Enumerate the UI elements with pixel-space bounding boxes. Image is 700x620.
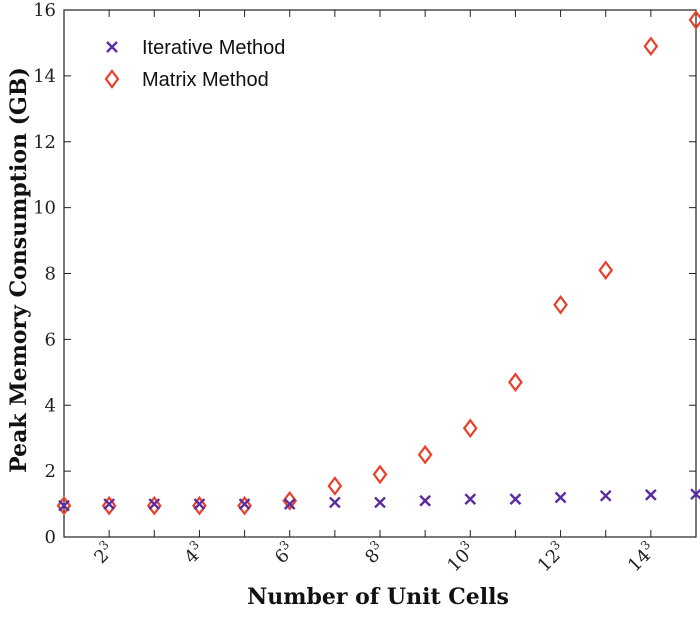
data-point [553, 294, 568, 315]
svg-text:23: 23 [88, 538, 118, 568]
data-point [598, 260, 614, 281]
y-tick-label: 10 [33, 198, 56, 219]
x-tick-label: 83 [359, 538, 389, 568]
legend: Iterative Method Matrix Method [104, 37, 285, 91]
x-tick-label: 43 [178, 538, 208, 568]
data-point [688, 10, 700, 30]
y-axis-title: Peak Memory Consumption (GB) [6, 67, 32, 473]
data-point [690, 488, 700, 501]
data-point [374, 496, 386, 509]
y-tick-label: 16 [33, 0, 56, 21]
data-point [509, 493, 522, 505]
svg-text:63: 63 [269, 538, 299, 568]
data-point [464, 493, 477, 505]
y-tick-label: 0 [45, 527, 56, 548]
x-tick-label: 23 [88, 538, 118, 568]
data-point [329, 496, 341, 509]
data-point [419, 494, 431, 507]
y-tick-label: 2 [45, 461, 56, 482]
y-tick-label: 4 [45, 395, 56, 416]
x-axis-title: Number of Unit Cells [247, 584, 509, 610]
x-tick-label: 123 [532, 538, 571, 577]
data-point [417, 444, 433, 465]
legend-marker [104, 69, 120, 89]
svg-text:103: 103 [441, 538, 480, 577]
x-tick-label: 63 [269, 538, 299, 568]
data-point [192, 495, 207, 516]
legend-label: Iterative Method [142, 37, 285, 59]
data-point [238, 498, 251, 510]
x-tick-label: 143 [622, 538, 661, 577]
y-tick-label: 14 [33, 66, 56, 87]
data-point [508, 372, 523, 393]
y-tick-label: 8 [45, 264, 56, 285]
svg-text:143: 143 [622, 538, 661, 577]
data-point [645, 488, 657, 501]
series-iterative [58, 488, 700, 512]
legend-marker [106, 41, 118, 53]
data-point [554, 491, 567, 504]
data-point [327, 476, 343, 496]
data-point [58, 499, 70, 512]
svg-text:123: 123 [532, 538, 571, 577]
svg-text:83: 83 [359, 538, 389, 568]
data-point [643, 36, 659, 57]
data-point [101, 495, 117, 516]
y-tick-label: 6 [45, 329, 56, 350]
data-point [599, 489, 612, 502]
x-tick-label: 103 [441, 538, 480, 577]
data-point [237, 495, 252, 516]
data-point [148, 498, 161, 510]
data-point [282, 490, 298, 511]
svg-text:43: 43 [178, 538, 208, 568]
legend-label: Matrix Method [142, 69, 269, 91]
data-point [146, 495, 162, 516]
data-point [283, 498, 296, 510]
y-tick-label: 12 [33, 132, 56, 153]
data-point [103, 498, 115, 510]
data-point [193, 498, 206, 510]
data-point [372, 464, 388, 485]
data-point [462, 418, 478, 439]
